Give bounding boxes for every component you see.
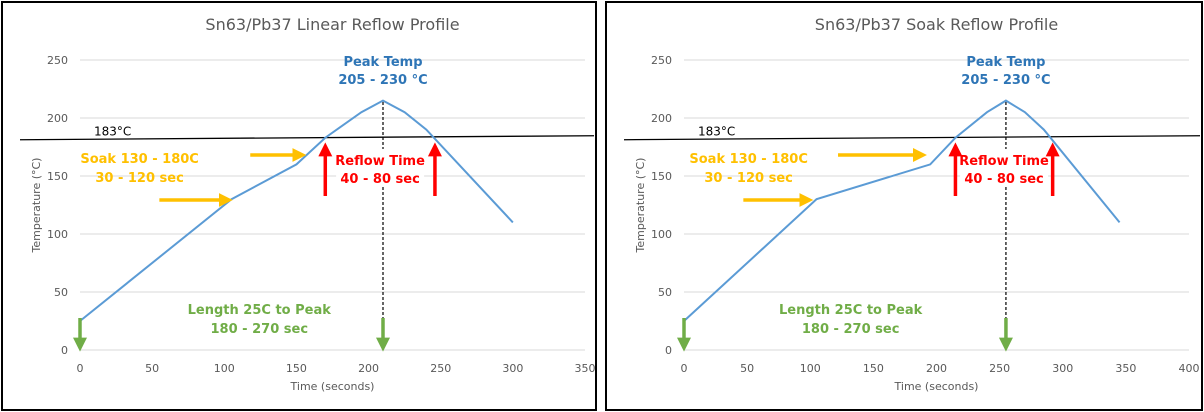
x-tick-label: 300	[1052, 362, 1073, 375]
length-title: Length 25C to Peak	[188, 303, 332, 318]
x-tick-label: 0	[681, 362, 688, 375]
soak-time: 30 - 120 sec	[95, 171, 183, 186]
x-axis-title: Time (seconds)	[290, 380, 375, 393]
temperature-series-line	[79, 99, 514, 322]
x-tick-label: 100	[800, 362, 821, 375]
length-title: Length 25C to Peak	[779, 303, 923, 318]
y-tick-label: 50	[54, 286, 68, 299]
reflow-time: 40 - 80 sec	[340, 172, 419, 187]
x-tick-label: 300	[502, 362, 523, 375]
reflow-label-bg	[336, 149, 425, 187]
chart-title: Sn63/Pb37 Linear Reflow Profile	[205, 15, 459, 34]
x-tick-label: 200	[926, 362, 947, 375]
liquidus-line	[19, 135, 595, 141]
y-axis-title: Temperature (°C)	[30, 158, 43, 254]
x-tick-label: 0	[77, 362, 84, 375]
x-tick-label: 50	[145, 362, 159, 375]
peak-temp-title: Peak Temp	[966, 55, 1045, 70]
reflow-title: Reflow Time	[335, 154, 425, 169]
x-tick-label: 200	[358, 362, 379, 375]
y-tick-label: 100	[47, 228, 68, 241]
liquidus-line	[623, 135, 1201, 141]
x-tick-label: 350	[1115, 362, 1136, 375]
x-tick-label: 150	[863, 362, 884, 375]
liquidus-label: 183°C	[698, 125, 735, 139]
y-tick-label: 150	[651, 170, 672, 183]
x-tick-label: 350	[575, 362, 596, 375]
x-tick-label: 400	[1179, 362, 1200, 375]
soak-title: Soak 130 - 180C	[80, 152, 199, 167]
soak-time: 30 - 120 sec	[704, 171, 792, 186]
reflow-time: 40 - 80 sec	[964, 172, 1043, 187]
peak-temp-range: 205 - 230 °C	[338, 73, 427, 88]
y-tick-label: 250	[651, 54, 672, 67]
peak-temp-title: Peak Temp	[343, 55, 422, 70]
length-label-bg	[778, 298, 923, 338]
length-time: 180 - 270 sec	[211, 322, 309, 337]
soak-reflow-chart: Sn63/Pb37 Soak Reflow Profile 0 50 100 150 20…	[605, 1, 1203, 411]
y-axis-title: Temperature (°C)	[634, 158, 647, 254]
length-label-bg	[187, 298, 332, 338]
y-tick-label: 0	[665, 344, 672, 357]
y-tick-label: 50	[658, 286, 672, 299]
temperature-series-line	[683, 99, 1121, 322]
reflow-label-bg	[960, 149, 1049, 187]
y-tick-label: 250	[47, 54, 68, 67]
x-axis-title: Time (seconds)	[894, 380, 979, 393]
y-tick-label: 0	[61, 344, 68, 357]
chart-frame	[1, 1, 597, 411]
y-tick-label: 150	[47, 170, 68, 183]
length-time: 180 - 270 sec	[802, 322, 900, 337]
x-tick-label: 150	[286, 362, 307, 375]
x-tick-label: 100	[214, 362, 235, 375]
liquidus-label: 183°C	[94, 125, 131, 139]
reflow-title: Reflow Time	[959, 154, 1049, 169]
y-tick-label: 200	[47, 112, 68, 125]
x-tick-label: 50	[740, 362, 754, 375]
y-tick-label: 100	[651, 228, 672, 241]
chart-title: Sn63/Pb37 Soak Reflow Profile	[815, 15, 1058, 34]
peak-temp-range: 205 - 230 °C	[961, 73, 1050, 88]
chart-frame	[605, 1, 1203, 411]
linear-reflow-chart: Sn63/Pb37 Linear Reflow Profile 0 50 100 150…	[1, 1, 597, 411]
soak-title: Soak 130 - 180C	[689, 152, 808, 167]
x-tick-label: 250	[989, 362, 1010, 375]
y-tick-label: 200	[651, 112, 672, 125]
x-tick-label: 250	[430, 362, 451, 375]
